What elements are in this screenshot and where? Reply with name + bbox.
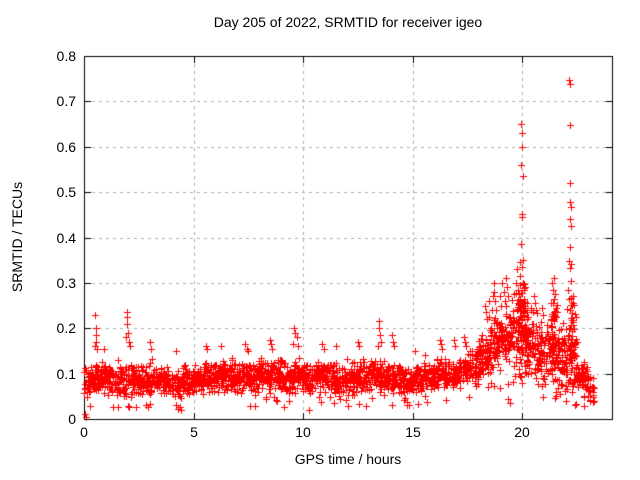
y-tick-label: 0.1 bbox=[56, 366, 76, 382]
x-tick-label: 5 bbox=[190, 424, 198, 440]
y-tick-label: 0 bbox=[68, 411, 76, 427]
x-axis-label: GPS time / hours bbox=[294, 451, 402, 467]
y-tick-label: 0.8 bbox=[56, 48, 76, 64]
x-tick-label: 20 bbox=[514, 424, 530, 440]
y-tick-label: 0.7 bbox=[56, 93, 76, 109]
x-tick-label: 15 bbox=[405, 424, 421, 440]
y-tick-label: 0.3 bbox=[56, 275, 76, 291]
y-tick-label: 0.5 bbox=[56, 184, 76, 200]
y-tick-label: 0.2 bbox=[56, 320, 76, 336]
x-tick-label: 0 bbox=[80, 424, 88, 440]
y-tick-label: 0.6 bbox=[56, 139, 76, 155]
chart-title: Day 205 of 2022, SRMTID for receiver ige… bbox=[213, 14, 483, 30]
y-tick-label: 0.4 bbox=[56, 230, 76, 246]
x-tick-label: 10 bbox=[295, 424, 311, 440]
